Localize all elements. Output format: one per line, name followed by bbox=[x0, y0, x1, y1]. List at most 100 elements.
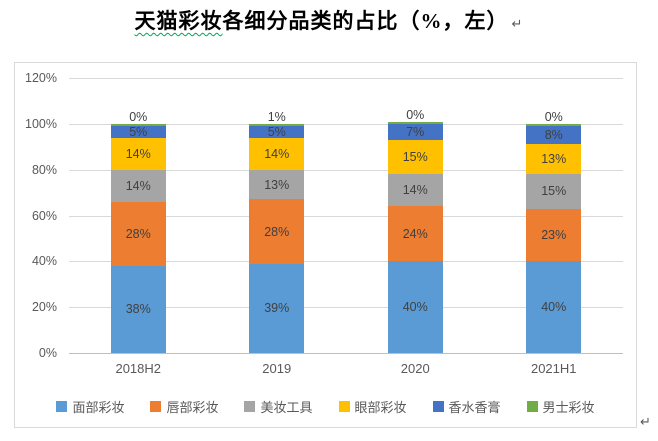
legend-swatch-icon bbox=[244, 401, 256, 412]
legend-item: 唇部彩妆 bbox=[150, 397, 218, 416]
legend-item: 香水香膏 bbox=[432, 397, 501, 416]
bar-segment: 0% bbox=[387, 109, 443, 124]
data-label: 28% bbox=[125, 226, 151, 241]
legend-label: 美妆工具 bbox=[260, 400, 313, 415]
bar-segment: 40% bbox=[387, 261, 443, 353]
data-label: 5% bbox=[129, 124, 148, 139]
data-label: 38% bbox=[125, 302, 151, 317]
legend-label: 眼部彩妆 bbox=[354, 400, 407, 415]
x-axis-labels: 2018H2 2019 2020 2021H1 bbox=[69, 361, 623, 376]
gridline bbox=[69, 215, 623, 217]
gridline bbox=[69, 123, 623, 125]
y-tick-label: 80% bbox=[31, 162, 57, 177]
bar-segment: 40% bbox=[526, 261, 582, 353]
legend-label: 唇部彩妆 bbox=[166, 400, 219, 415]
bar-segment: 28% bbox=[249, 199, 305, 264]
data-label: 7% bbox=[406, 124, 425, 139]
chart-title: 天猫彩妆各细分品类的占比（%，左） ↵ bbox=[0, 5, 658, 35]
legend-item: 眼部彩妆 bbox=[338, 397, 407, 416]
bar-segment: 38% bbox=[110, 265, 166, 353]
data-label: 15% bbox=[541, 184, 567, 199]
data-label: 23% bbox=[541, 227, 567, 242]
gridline bbox=[69, 261, 623, 263]
chart-title-rest-text: 各细分品类的占比（%，左） bbox=[222, 9, 509, 33]
bar-segment: 23% bbox=[526, 208, 582, 262]
legend-swatch-icon bbox=[56, 401, 68, 412]
bar-segment: 14% bbox=[110, 169, 166, 202]
bar-series-container: 0% 5% 14% 14% 28% 38% 1% 5% 14% 13% 28% 39% 0% 7% 15% 1… bbox=[69, 78, 623, 353]
data-label: 40% bbox=[402, 300, 428, 315]
bar-segment: 5% bbox=[110, 124, 166, 139]
stacked-bar: 1% 5% 14% 13% 28% 39% bbox=[249, 111, 305, 353]
chart-area: 0% 5% 14% 14% 28% 38% 1% 5% 14% 13% 28% 39% 0% 7% 15% 1… bbox=[14, 62, 637, 428]
data-label: 24% bbox=[402, 226, 428, 241]
bar-segment: 28% bbox=[110, 201, 166, 266]
y-tick-label: 100% bbox=[25, 116, 57, 131]
bar-segment: 13% bbox=[526, 144, 582, 175]
bar-segment: 24% bbox=[387, 206, 443, 262]
data-label: 14% bbox=[264, 146, 290, 161]
legend-swatch-icon bbox=[526, 401, 538, 412]
legend-swatch-icon bbox=[338, 401, 350, 412]
bar-segment: 0% bbox=[526, 111, 582, 127]
legend-swatch-icon bbox=[432, 401, 444, 412]
legend-item: 男士彩妆 bbox=[526, 397, 595, 416]
legend-label: 香水香膏 bbox=[448, 400, 501, 415]
legend-label: 男士彩妆 bbox=[542, 400, 595, 415]
data-label: 14% bbox=[125, 178, 151, 193]
bar-slot: 0% 8% 13% 15% 23% 40% bbox=[485, 111, 624, 353]
category-label: 2021H1 bbox=[530, 361, 577, 376]
plot-area: 0% 5% 14% 14% 28% 38% 1% 5% 14% 13% 28% 39% 0% 7% 15% 1… bbox=[69, 78, 623, 354]
data-label: 28% bbox=[264, 224, 290, 239]
y-tick-label: 60% bbox=[31, 208, 57, 223]
data-label: 0% bbox=[406, 107, 425, 122]
data-label: 39% bbox=[264, 301, 290, 316]
legend: 面部彩妆 唇部彩妆 美妆工具 眼部彩妆 香水香膏 男士彩妆 bbox=[15, 397, 636, 416]
trailing-paragraph-mark-icon: ↵ bbox=[640, 414, 651, 429]
stacked-bar: 0% 7% 15% 14% 24% 40% bbox=[387, 109, 443, 353]
data-label: 14% bbox=[125, 146, 151, 161]
bar-segment: 14% bbox=[110, 137, 166, 170]
data-label: 13% bbox=[264, 177, 290, 192]
legend-item: 面部彩妆 bbox=[56, 397, 124, 416]
data-label: 13% bbox=[541, 152, 567, 167]
y-tick-label: 40% bbox=[31, 254, 57, 269]
y-tick-label: 120% bbox=[25, 71, 57, 85]
stacked-bar: 0% 8% 13% 15% 23% 40% bbox=[526, 111, 582, 353]
legend-swatch-icon bbox=[150, 401, 162, 412]
data-label: 0% bbox=[544, 110, 563, 125]
y-tick-label: 20% bbox=[31, 300, 57, 315]
y-axis-labels: 0% 20% 40% 60% 80% 100% 120% bbox=[15, 71, 61, 360]
legend-item: 美妆工具 bbox=[244, 397, 313, 416]
bar-segment: 15% bbox=[387, 139, 443, 175]
data-label: 1% bbox=[267, 109, 286, 124]
y-tick-label: 0% bbox=[38, 346, 57, 360]
bar-segment: 1% bbox=[249, 111, 305, 127]
bar-segment: 0% bbox=[110, 111, 166, 127]
bar-segment: 5% bbox=[249, 124, 305, 139]
category-label: 2019 bbox=[262, 361, 292, 376]
category-label: 2020 bbox=[400, 361, 430, 376]
stacked-bar: 0% 5% 14% 14% 28% 38% bbox=[110, 111, 166, 353]
data-label: 0% bbox=[129, 110, 148, 125]
bar-segment: 14% bbox=[249, 137, 305, 170]
data-label: 8% bbox=[544, 128, 563, 143]
bar-segment: 8% bbox=[526, 126, 582, 145]
data-label: 14% bbox=[402, 183, 428, 198]
bar-segment: 15% bbox=[526, 174, 582, 209]
bar-segment: 13% bbox=[249, 169, 305, 200]
legend-label: 面部彩妆 bbox=[72, 400, 125, 415]
bar-slot: 1% 5% 14% 13% 28% 39% bbox=[208, 111, 347, 353]
gridline bbox=[69, 307, 623, 309]
paragraph-mark-icon: ↵ bbox=[511, 16, 524, 31]
bar-segment: 39% bbox=[249, 263, 305, 353]
data-label: 5% bbox=[267, 124, 286, 139]
data-label: 15% bbox=[402, 150, 428, 165]
data-label: 40% bbox=[541, 300, 567, 315]
bar-segment: 7% bbox=[387, 123, 443, 140]
category-label: 2018H2 bbox=[115, 361, 162, 376]
bar-segment: 14% bbox=[387, 174, 443, 207]
chart-title-underlined-text: 天猫彩妆 bbox=[134, 9, 223, 33]
gridline bbox=[69, 169, 623, 171]
bar-slot: 0% 5% 14% 14% 28% 38% bbox=[69, 111, 208, 353]
